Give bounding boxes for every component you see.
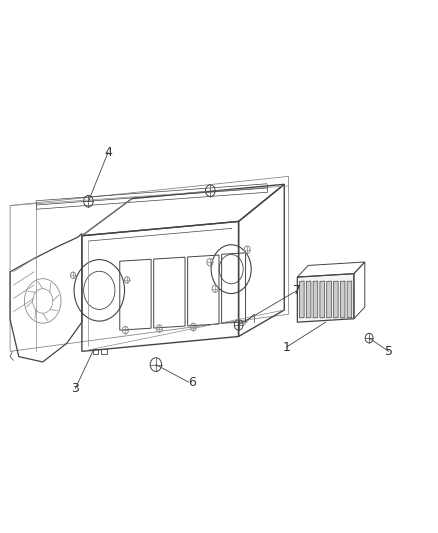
Polygon shape: [313, 281, 318, 318]
Polygon shape: [333, 281, 338, 318]
Text: 7: 7: [293, 284, 301, 297]
Polygon shape: [347, 281, 352, 318]
Text: 5: 5: [385, 345, 393, 358]
Polygon shape: [297, 273, 354, 322]
Text: 3: 3: [71, 382, 79, 395]
Polygon shape: [300, 281, 304, 318]
Text: 4: 4: [104, 146, 112, 159]
Polygon shape: [340, 281, 345, 318]
Text: 1: 1: [283, 341, 290, 353]
Text: 6: 6: [188, 376, 196, 389]
Polygon shape: [327, 281, 331, 318]
Polygon shape: [306, 281, 311, 318]
Polygon shape: [320, 281, 325, 318]
